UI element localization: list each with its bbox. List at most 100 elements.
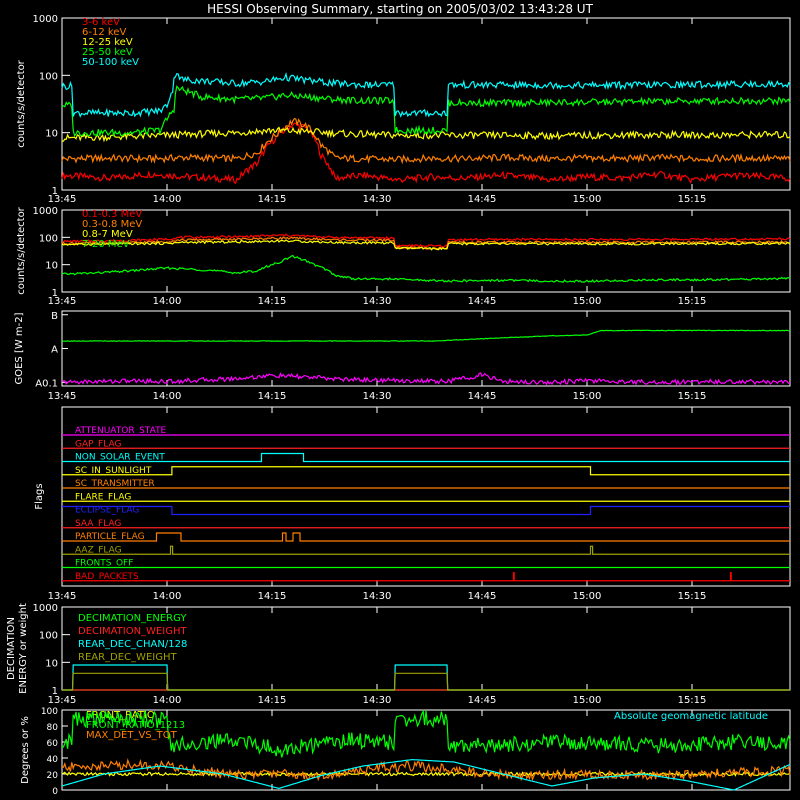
- flag-label: FRONTS_OFF: [75, 559, 133, 569]
- flag-label: BAD_PACKETS: [75, 572, 139, 582]
- x-tick-label: 14:15: [258, 695, 287, 706]
- x-tick-label: 13:45: [48, 194, 77, 205]
- panel-high-energy: 13:45 14:00 14:15 14:30 14:45 15:00 15:15 1 10 10…: [16, 206, 791, 307]
- legend-label: DECIMATION_WEIGHT: [78, 626, 187, 637]
- y-tick-label: 10: [45, 129, 58, 140]
- series-line: [61, 122, 791, 185]
- y-tick-label: 100: [39, 233, 58, 244]
- y-tick-label: 1: [52, 686, 58, 697]
- legend-label: DECIMATION_ENERGY: [78, 613, 187, 624]
- flag-line: [62, 532, 790, 542]
- y-tick-label: 1000: [33, 603, 58, 614]
- y-axis-label: Flags: [34, 483, 45, 509]
- x-tick-label: 15:00: [573, 695, 602, 706]
- series-line: [61, 239, 791, 251]
- x-tick-label: 15:15: [678, 391, 707, 402]
- x-tick-label: 13:45: [48, 591, 77, 602]
- y-axis-label: counts/s/detector: [16, 59, 27, 147]
- x-tick-label: 14:45: [468, 591, 497, 602]
- panel-frame: [61, 209, 791, 293]
- panels: 13:45 14:00 14:15 14:30 14:45 15:00 15:1511010…: [6, 14, 791, 797]
- legend-label: REAR_DEC_WEIGHT: [78, 652, 177, 663]
- y-tick-label: A0.1: [35, 378, 58, 389]
- legend-label: 6-12 keV: [82, 27, 126, 38]
- series-line: [62, 329, 791, 342]
- panel-flags: 13:45 14:00 14:15 14:30 14:45 15:00 15:15 Flags…: [34, 406, 791, 602]
- x-tick-label: 14:45: [468, 695, 497, 706]
- x-tick-label: 15:15: [678, 194, 707, 205]
- x-tick-label: 14:30: [363, 695, 392, 706]
- flag-line: [62, 572, 790, 582]
- flag-line: [62, 545, 790, 555]
- x-tick-label: 15:15: [678, 591, 707, 602]
- y-axis-label: GOES [W m-2]: [14, 312, 25, 384]
- series-line: [61, 85, 791, 138]
- panel-goes: 13:45 14:00 14:15 14:30 14:45 15:00 15:15 A0.1 A…: [14, 310, 791, 402]
- legend-label: 7-20 MeV: [82, 239, 130, 250]
- legend-label: 0.1-0.3 MeV: [82, 209, 142, 220]
- series-line: [61, 372, 791, 386]
- x-tick-label: 14:15: [258, 591, 287, 602]
- x-tick-label: 15:00: [573, 296, 602, 307]
- legend-label: 0.8-7 MeV: [82, 229, 133, 240]
- x-tick-label: 14:30: [363, 194, 392, 205]
- y-axis-label: DECIMATION: [6, 617, 17, 680]
- flag-line: [62, 466, 790, 476]
- x-tick-label: 14:30: [363, 391, 392, 402]
- series-line: [61, 118, 791, 165]
- panel-decimation: 13:45 14:00 14:15 14:30 14:45 15:00 15:15 1 10 10…: [6, 603, 791, 706]
- legend-label: REAR_DEC_CHAN/128: [78, 639, 187, 650]
- y-axis-label: counts/s/detector: [16, 206, 27, 294]
- y-tick-label: 1000: [33, 14, 58, 25]
- x-tick-label: 15:00: [573, 194, 602, 205]
- y-tick-label: 1: [52, 288, 58, 299]
- x-tick-label: 13:45: [48, 695, 77, 706]
- flag-line: [62, 505, 790, 516]
- x-tick-label: 15:00: [573, 591, 602, 602]
- x-tick-label: 14:30: [363, 591, 392, 602]
- flag-label: AAZ_FLAG: [75, 545, 122, 555]
- legend-label: FRONT_RATIO_1213: [86, 720, 185, 731]
- y-axis-label: ENERGY or weight: [18, 603, 29, 694]
- panel-low-energy: 13:45 14:00 14:15 14:30 14:45 15:00 15:15 1 10 10…: [16, 14, 791, 205]
- legend-label: 0.3-0.8 MeV: [82, 219, 142, 230]
- flag-label: ECLIPSE_FLAG: [75, 506, 139, 516]
- x-tick-label: 14:00: [153, 194, 182, 205]
- flag-line: [62, 452, 790, 463]
- series-line: [62, 709, 791, 758]
- y-tick-label: B: [51, 311, 58, 322]
- y-tick-label: 10: [45, 658, 58, 669]
- flag-label: SAA_FLAG: [75, 519, 121, 529]
- x-tick-label: 14:45: [468, 194, 497, 205]
- x-tick-label: 14:30: [363, 296, 392, 307]
- series-line: [62, 672, 790, 691]
- x-tick-label: 13:45: [48, 296, 77, 307]
- series-line: [62, 758, 791, 782]
- y-tick-label: 1000: [33, 206, 58, 217]
- x-tick-label: 15:15: [678, 695, 707, 706]
- x-tick-label: 14:00: [153, 296, 182, 307]
- y-tick-label: 100: [41, 707, 58, 717]
- y-tick-label: A: [51, 345, 58, 356]
- y-tick-label: 80: [47, 723, 59, 733]
- x-tick-label: 15:00: [573, 391, 602, 402]
- flag-label: PARTICLE_FLAG: [75, 532, 145, 542]
- panel-frame: [61, 406, 791, 587]
- legend-label: MAX_DET_VS_TOT: [86, 730, 178, 741]
- y-tick-label: 60: [47, 739, 59, 749]
- legend-label: 12-25 keV: [82, 37, 133, 48]
- y-tick-label: 10: [45, 261, 58, 272]
- flag-label: ATTENUATOR_STATE: [75, 426, 167, 436]
- series-line: [61, 255, 791, 283]
- y-tick-label: 0: [52, 787, 58, 797]
- series-line: [62, 233, 791, 248]
- y-axis-label: Degrees or %: [20, 716, 31, 784]
- x-tick-label: 14:00: [153, 591, 182, 602]
- x-tick-label: 13:45: [48, 391, 77, 402]
- flag-label: GAP_FLAG: [75, 439, 121, 449]
- chart-title: HESSI Observing Summary, starting on 200…: [207, 2, 593, 16]
- x-tick-label: 14:00: [153, 391, 182, 402]
- x-tick-label: 14:15: [258, 391, 287, 402]
